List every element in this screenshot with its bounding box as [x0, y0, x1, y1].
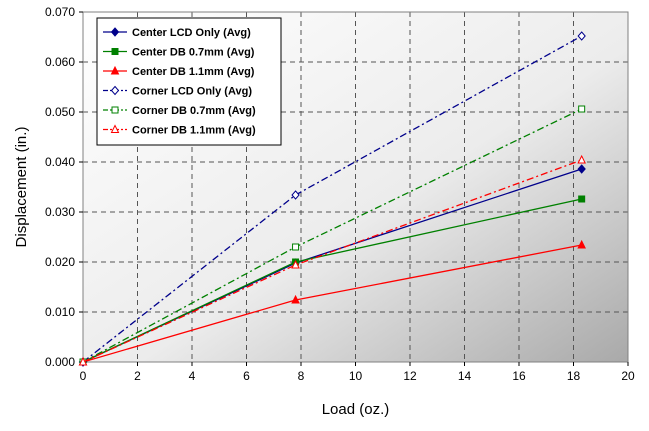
x-tick-label: 14: [458, 369, 472, 383]
legend-item: Corner LCD Only (Avg): [103, 86, 252, 98]
x-tick-label: 4: [189, 369, 196, 383]
x-tick-label: 12: [403, 369, 417, 383]
x-tick-label: 18: [567, 369, 581, 383]
y-tick-label: 0.070: [45, 5, 75, 19]
legend-label: Center LCD Only (Avg): [132, 27, 251, 39]
data-point: [578, 105, 586, 113]
data-point: [291, 259, 300, 269]
data-point: [577, 31, 586, 41]
y-tick-label: 0.010: [45, 305, 75, 319]
series-line: [82, 159, 582, 363]
y-tick-label: 0.040: [45, 155, 75, 169]
legend-label: Corner DB 1.1mm (Avg): [132, 125, 256, 137]
y-tick-label: 0.030: [45, 205, 75, 219]
x-tick-label: 0: [80, 369, 87, 383]
legend-marker: [110, 85, 120, 96]
x-tick-label: 6: [243, 369, 250, 383]
legend-marker: [110, 27, 120, 37]
axes: 0 2 4 6 8 10 12 14 16 18 20 0.000 0.010 0.020 0.030 0.0…: [45, 5, 635, 383]
legend-item: Center DB 0.7mm (Avg): [103, 47, 255, 59]
y-tick-label: 0.060: [45, 55, 75, 69]
series-layer: [78, 31, 586, 367]
y-tick-label: 0.050: [45, 105, 75, 119]
series-3: [78, 239, 586, 366]
data-point: [291, 190, 300, 200]
x-axis-title: Load (oz.): [322, 401, 390, 418]
legend-item: Center LCD Only (Avg): [103, 27, 251, 39]
x-tick-label: 10: [349, 369, 363, 383]
x-tick-label: 2: [134, 369, 141, 383]
legend-label: Center DB 0.7mm (Avg): [132, 47, 255, 59]
x-tick-label: 8: [298, 369, 305, 383]
data-point: [291, 294, 300, 304]
data-point: [578, 195, 586, 203]
data-point: [292, 243, 300, 251]
series-6: [78, 154, 586, 366]
y-tick-label: 0.000: [45, 355, 75, 369]
legend-marker: [110, 124, 120, 133]
legend-marker: [110, 65, 120, 75]
x-tick-label: 16: [512, 369, 526, 383]
legend-item: Corner DB 0.7mm (Avg): [103, 105, 256, 117]
x-tick-label: 20: [621, 369, 635, 383]
legend-label: Corner DB 0.7mm (Avg): [132, 105, 256, 117]
legend-label: Corner LCD Only (Avg): [132, 86, 252, 98]
legend-marker: [111, 48, 119, 55]
y-tick-label: 0.020: [45, 255, 75, 269]
data-point: [577, 154, 586, 164]
y-axis-title: Displacement (in.): [13, 127, 30, 248]
legend-item: Corner DB 1.1mm (Avg): [103, 124, 256, 137]
legend: Center LCD Only (Avg) Center DB 0.7mm (Av…: [96, 17, 282, 146]
data-point: [577, 164, 586, 174]
legend-label: Center DB 1.1mm (Avg): [132, 66, 255, 78]
data-point: [78, 356, 88, 366]
data-point: [577, 239, 586, 249]
legend-box: [96, 17, 282, 146]
legend-marker: [111, 106, 119, 114]
legend-item: Center DB 1.1mm (Avg): [103, 65, 255, 78]
